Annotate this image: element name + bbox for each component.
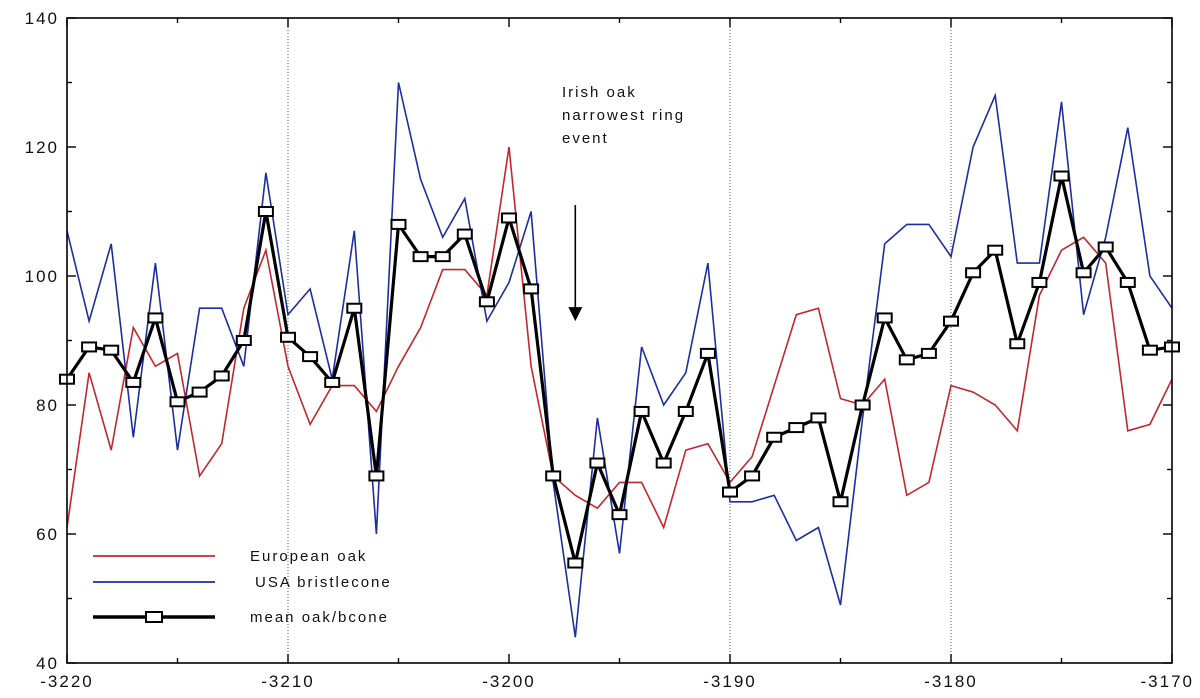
data-point-marker [1053,170,1070,182]
data-point-marker [876,312,893,324]
data-point-marker [1031,276,1048,288]
data-point-marker [611,509,628,521]
data-point-marker [920,347,937,359]
data-point-marker [346,302,363,314]
data-point-marker [257,206,274,217]
data-point-marker [655,457,672,469]
legend-label-0: European oak [250,548,367,565]
x-tick-label: -3170 [1141,672,1194,691]
data-point-marker [898,354,915,366]
data-point-marker [103,344,120,356]
data-point-marker [147,312,164,324]
x-tick-label: -3220 [40,672,93,691]
data-point-marker [722,486,738,498]
y-tick-label: 80 [36,396,59,415]
data-point-marker [81,341,98,353]
series-layer [59,82,1180,638]
y-tick-label: 140 [25,9,59,28]
gridlines [287,18,952,663]
data-point-marker [390,218,407,230]
x-tick-label: -3210 [261,672,314,691]
data-point-marker [235,335,252,346]
annotation-line: event [562,130,609,147]
data-point-marker [788,422,805,434]
legend-label-2: mean oak/bcone [250,609,389,626]
data-point-marker [832,496,849,508]
annotation-line: narrowest ring [562,107,685,124]
data-point-marker [699,347,716,359]
data-point-marker [523,283,540,295]
data-point-marker [1119,276,1136,288]
legend-marker [145,611,163,623]
data-point-marker [169,396,186,408]
data-point-marker [943,315,959,327]
x-tick-label: -3180 [924,672,977,691]
data-point-marker [677,405,694,417]
data-point-marker [302,351,319,363]
x-tick-label: -3190 [703,672,756,691]
y-tick-label: 40 [36,654,59,673]
data-point-marker [1141,344,1158,356]
data-point-marker [633,405,650,417]
y-tick-label: 120 [25,138,59,157]
data-point-marker [965,267,982,279]
y-tick-label: 100 [25,267,59,286]
data-point-marker [589,457,606,469]
data-point-marker [545,470,562,482]
data-point-marker [1009,338,1026,350]
data-point-marker [854,399,871,411]
data-point-marker [324,376,341,388]
data-point-marker [191,386,208,398]
data-point-marker [213,370,230,382]
data-point-marker [1097,241,1114,253]
data-point-marker [125,376,142,388]
x-tick-label: -3200 [482,672,535,691]
data-point-marker [810,412,827,424]
data-point-marker [567,557,584,569]
data-point-marker [368,470,385,482]
data-point-marker [744,470,761,482]
annotation-layer: Irish oak narrowest ring event [562,84,685,322]
y-tick-label: 60 [36,525,59,544]
data-point-marker [501,212,517,224]
data-point-marker [987,244,1004,256]
data-point-marker [412,251,429,263]
annotation-line: Irish oak [562,84,637,101]
data-point-marker [478,296,495,308]
annotation-arrow-head [568,307,583,322]
legend-layer: European oak USA bristlecone mean oak/bcon… [93,548,392,626]
data-point-marker [434,251,451,263]
legend-label-1: USA bristlecone [255,574,392,591]
ticks-layer: 40 60 80 100 120 140 -3220 -3210 -3200 -3190 -3180… [25,9,1194,691]
data-point-marker [766,431,783,443]
data-point-marker [1075,267,1092,279]
data-point-marker [280,331,296,343]
data-point-marker [456,228,473,240]
